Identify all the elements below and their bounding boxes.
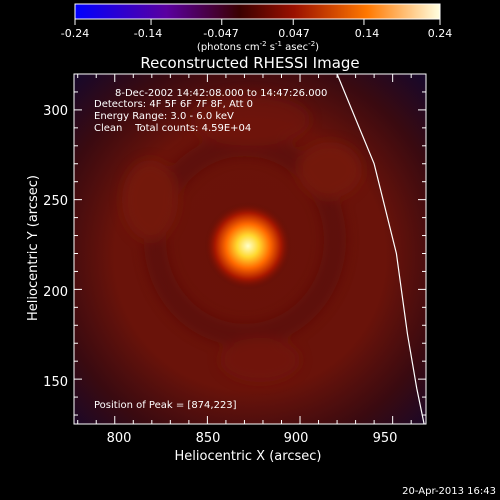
y-tick-label: 150	[43, 375, 68, 390]
y-tick-label: 200	[43, 285, 68, 300]
colorbar-tick-label: -0.047	[203, 27, 238, 40]
x-tick-label: 900	[284, 431, 309, 446]
colorbar-tick-label: -0.14	[134, 27, 162, 40]
annotation-energy-range: Energy Range: 3.0 - 6.0 keV	[94, 111, 234, 122]
chart-title: Reconstructed RHESSI Image	[140, 54, 359, 72]
flare-peak	[204, 202, 292, 290]
y-tick-label: 300	[43, 104, 68, 119]
colorbar-ticks	[74, 19, 441, 25]
colorbar-tick-label: 0.047	[278, 27, 310, 40]
colorbar-tick-label: 0.24	[428, 27, 453, 40]
annotation-time-range: 8-Dec-2002 14:42:08.000 to 14:47:26.000	[115, 88, 327, 99]
annotation-clean-counts: Clean Total counts: 4.59E+04	[94, 123, 251, 134]
colorbar-unit: (photons cm-2 s-1 asec-2)	[197, 40, 319, 53]
peak-position-label: Position of Peak = [874,223]	[94, 400, 237, 411]
x-tick-label: 950	[373, 431, 398, 446]
timestamp-footer: 20-Apr-2013 16:43	[402, 486, 496, 497]
heatmap-image	[74, 74, 426, 424]
colorbar	[74, 3, 441, 20]
annotation-detectors: Detectors: 4F 5F 6F 7F 8F, Att 0	[94, 99, 253, 110]
y-axis-label: Heliocentric Y (arcsec)	[26, 175, 41, 321]
x-axis-label: Heliocentric X (arcsec)	[175, 449, 322, 464]
y-tick-label: 250	[43, 194, 68, 209]
plot-frame	[73, 73, 427, 425]
colorbar-tick-label: -0.24	[61, 27, 89, 40]
axis-ticks	[74, 73, 426, 424]
x-tick-label: 850	[196, 431, 221, 446]
x-tick-label: 800	[107, 431, 132, 446]
colorbar-tick-label: 0.14	[355, 27, 380, 40]
solar-limb-line	[336, 74, 425, 424]
